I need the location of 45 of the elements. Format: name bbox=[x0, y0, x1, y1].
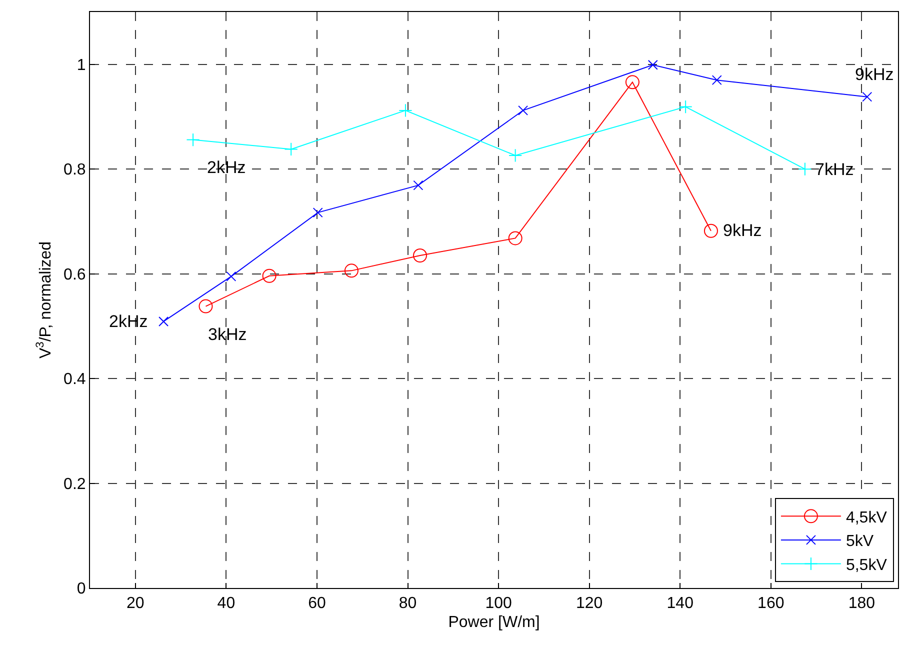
point bbox=[508, 231, 522, 246]
x-tick-label: 160 bbox=[758, 595, 784, 612]
point bbox=[262, 268, 276, 283]
point bbox=[798, 162, 812, 176]
annotation: 9kHz bbox=[855, 65, 894, 84]
y-tick-label: 0.2 bbox=[64, 476, 86, 493]
x-tick-label: 140 bbox=[666, 595, 694, 612]
annotation: 2kHz bbox=[207, 158, 246, 177]
legend-label: 5,5kV bbox=[846, 556, 888, 574]
y-tick-label: 0.4 bbox=[64, 371, 86, 388]
annotation: 7kHz bbox=[815, 160, 854, 179]
x-tick-label: 120 bbox=[576, 595, 603, 612]
point bbox=[413, 248, 428, 262]
y-tick-label: 1 bbox=[76, 56, 86, 74]
x-tick-label: 60 bbox=[308, 595, 326, 612]
point bbox=[344, 264, 358, 278]
x-tick-label: 20 bbox=[126, 595, 144, 612]
point bbox=[198, 299, 213, 314]
x-tick-label: 40 bbox=[217, 595, 236, 612]
x-tick-label: 180 bbox=[848, 595, 876, 612]
y-tick-label: 0.8 bbox=[64, 162, 86, 179]
y-tick-label: 0 bbox=[76, 580, 86, 598]
point bbox=[158, 316, 169, 326]
point bbox=[284, 142, 298, 156]
point bbox=[508, 148, 522, 162]
legend-label: 4,5kV bbox=[846, 509, 888, 526]
annotation: 9kHz bbox=[723, 221, 762, 240]
x-axis-title: Power [W/m] bbox=[448, 614, 540, 631]
point bbox=[312, 208, 323, 218]
point bbox=[712, 75, 722, 86]
x-tick-label: 100 bbox=[485, 595, 512, 612]
point bbox=[625, 75, 640, 90]
point bbox=[186, 132, 200, 147]
point bbox=[226, 271, 236, 282]
point bbox=[704, 224, 718, 238]
point bbox=[518, 105, 528, 116]
point bbox=[648, 60, 658, 70]
x-tick-label: 80 bbox=[398, 595, 417, 612]
legend-label: 5kV bbox=[846, 533, 874, 550]
annotation: 3kHz bbox=[208, 325, 247, 344]
point bbox=[862, 92, 872, 102]
point bbox=[413, 180, 424, 190]
point bbox=[678, 100, 692, 114]
point bbox=[398, 104, 412, 118]
y-tick-label: 0.6 bbox=[64, 266, 86, 284]
